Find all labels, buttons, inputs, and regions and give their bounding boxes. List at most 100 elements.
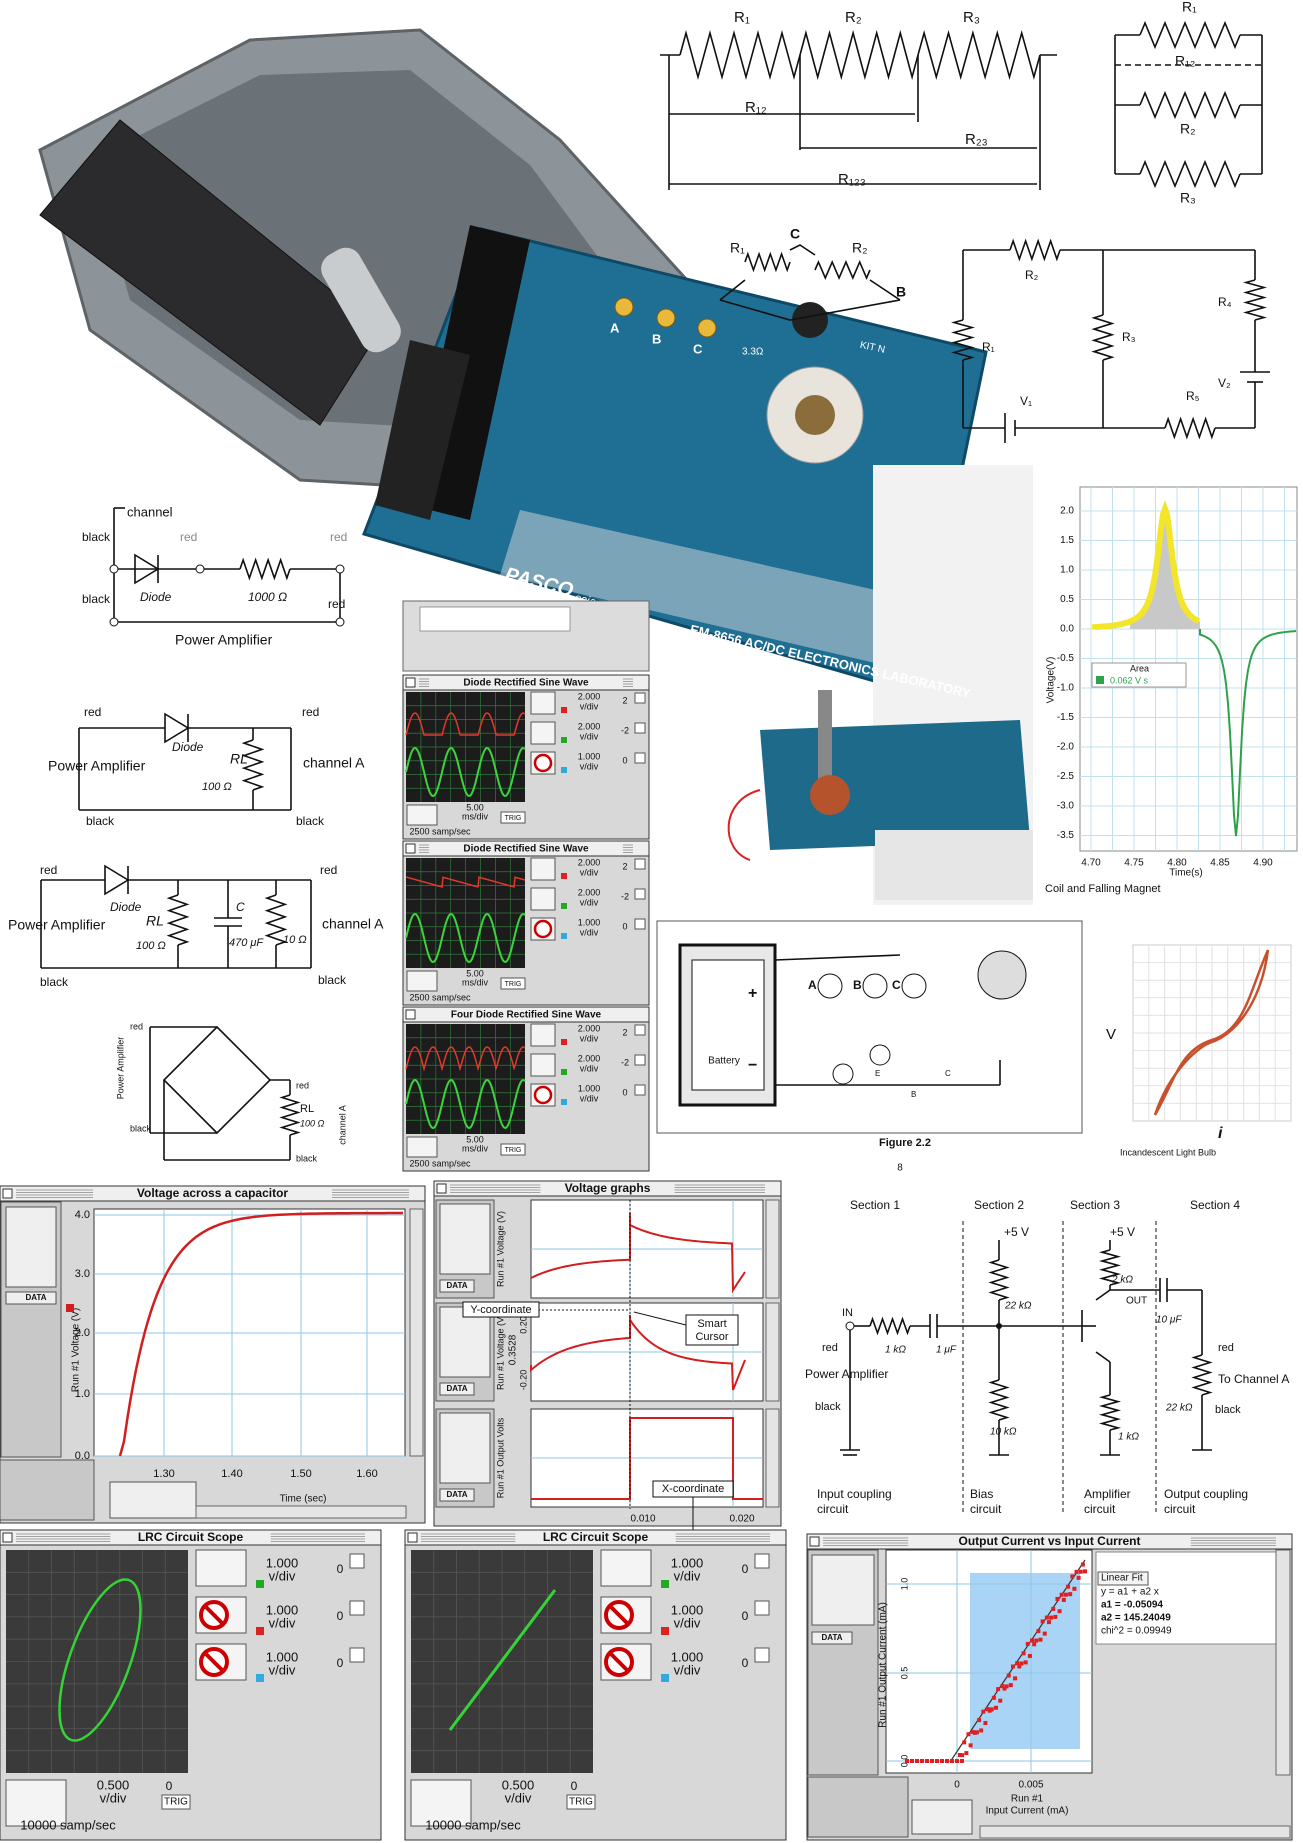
label: 2500 samp/sec — [409, 1158, 471, 1168]
label: y = a1 + a2 x — [1101, 1587, 1159, 1598]
label: +5 V — [1110, 1225, 1135, 1239]
data-point — [925, 1759, 929, 1763]
x-tick-label: 0.005 — [1018, 1780, 1043, 1791]
y-tick-label: 0.5 — [1060, 594, 1074, 605]
data-point — [1023, 1660, 1028, 1665]
title-backdrop — [429, 842, 623, 855]
wire — [774, 954, 1001, 1086]
label: X-coordinate — [662, 1483, 724, 1495]
data-point — [1034, 1638, 1039, 1643]
coil — [810, 775, 850, 815]
scrollbar — [1275, 1549, 1291, 1776]
data-point — [1002, 1686, 1007, 1691]
channel-button — [530, 1023, 556, 1047]
label: ms/div — [462, 1143, 489, 1153]
resistor — [869, 1316, 911, 1336]
trace — [405, 712, 526, 736]
wire — [1095, 1351, 1111, 1363]
data-point — [1083, 1569, 1087, 1574]
label: 0.500 — [502, 1777, 535, 1792]
label: black — [82, 592, 111, 606]
y-tick-label: 1.0 — [75, 1388, 90, 1400]
label: R₃ — [1122, 330, 1136, 344]
label: ms/div — [462, 977, 489, 987]
trace — [1092, 500, 1201, 631]
data-point — [935, 1759, 939, 1763]
y-tick-label: 0.5 — [899, 1667, 909, 1680]
jack — [832, 1063, 854, 1085]
x-tick-label: 0 — [954, 1780, 960, 1791]
label: Amplifier — [1084, 1487, 1131, 1501]
label: 0 — [742, 1562, 749, 1576]
label: a2 = 145.24049 — [1101, 1613, 1171, 1624]
y-tick-label: -2.0 — [1057, 742, 1075, 753]
label: v/div — [580, 731, 599, 741]
window-title: Four Diode Rectified Sine Wave — [451, 1010, 602, 1021]
wire — [1095, 1289, 1111, 1301]
channel-button — [195, 1549, 247, 1587]
button — [754, 1600, 770, 1616]
data-point — [1042, 1631, 1047, 1636]
label: Time (sec) — [280, 1494, 327, 1505]
window-title: Voltage across a capacitor — [137, 1186, 289, 1200]
label: B — [911, 1090, 916, 1099]
label: Area — [1130, 663, 1149, 673]
label: R₂ — [1180, 121, 1196, 137]
data-point — [996, 1687, 1001, 1692]
data-button — [811, 1631, 853, 1645]
graph-area — [419, 606, 571, 632]
label: 10 kΩ — [990, 1427, 1017, 1438]
data-point — [1027, 1653, 1032, 1658]
channel-color — [561, 767, 567, 773]
label: 10 Ω — [283, 934, 307, 946]
label: RL — [230, 751, 248, 767]
trace — [448, 1589, 557, 1731]
y-tick-label: -3.0 — [1057, 801, 1075, 812]
label: red — [296, 1080, 309, 1090]
label: v/div — [580, 927, 599, 937]
label: 0.3528 — [508, 1334, 519, 1365]
scrollbar — [195, 1505, 407, 1519]
label: 100 Ω — [202, 781, 232, 793]
trace — [104, 864, 130, 896]
channel-color — [256, 1674, 264, 1682]
channel-button — [530, 857, 556, 881]
label: DATA — [821, 1633, 842, 1642]
x-tick-label: 4.70 — [1081, 858, 1101, 869]
data-point — [1068, 1592, 1073, 1597]
label: R₂₃ — [965, 131, 988, 148]
data-point — [905, 1759, 909, 1763]
fit-menu — [1097, 1571, 1149, 1586]
data-point — [968, 1743, 973, 1748]
label: black — [296, 814, 325, 828]
potentiometer-knob — [792, 302, 828, 338]
label: 0.020 — [729, 1514, 754, 1525]
label: DATA — [446, 1490, 467, 1499]
label: DATA — [446, 1281, 467, 1290]
trace — [719, 299, 901, 321]
label: DATA — [25, 1293, 46, 1302]
label: R₂ — [1025, 268, 1039, 282]
label: 0 — [742, 1656, 749, 1670]
resistor — [1139, 159, 1241, 189]
label: 1 kΩ — [885, 1345, 906, 1356]
data-point — [940, 1759, 944, 1763]
callout — [685, 1314, 739, 1346]
sensor-button — [439, 1412, 491, 1484]
channel-button — [530, 721, 556, 745]
trigger-button — [500, 977, 526, 990]
label: Diode — [110, 900, 142, 914]
label: 2 kΩ — [1111, 1275, 1133, 1286]
panel — [1091, 662, 1187, 688]
x-tick-label: 1.40 — [221, 1468, 242, 1480]
label: black — [130, 1123, 152, 1133]
axis-label: i — [1218, 1125, 1223, 1142]
trace — [134, 553, 160, 585]
label: C — [236, 900, 245, 914]
data-point — [1066, 1584, 1071, 1589]
bulb — [614, 297, 634, 317]
label: Run #1 Output Current (mA) — [878, 1602, 889, 1728]
label: black — [296, 1153, 318, 1163]
